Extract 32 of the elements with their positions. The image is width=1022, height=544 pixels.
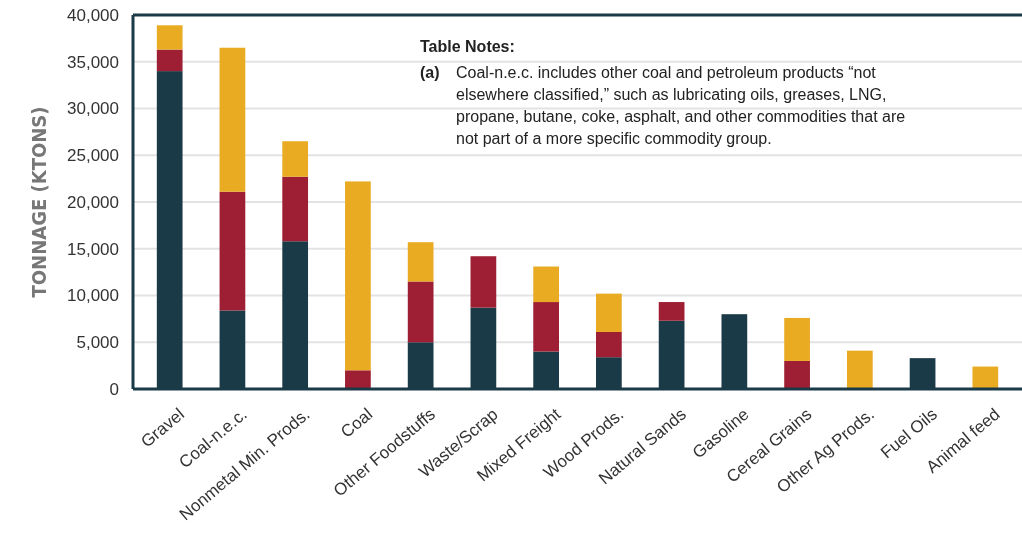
bar (658, 302, 685, 321)
y-tick-label: 5,000 (76, 333, 119, 353)
bar (470, 256, 497, 308)
bar (407, 242, 434, 282)
bar (156, 25, 183, 50)
y-tick-label: 30,000 (67, 99, 119, 119)
bar (345, 370, 371, 389)
y-tick-label: 25,000 (67, 146, 119, 166)
bar (784, 317, 810, 361)
bar (282, 176, 309, 242)
bar (407, 281, 434, 343)
annotation: (a) Coal-n.e.c. includes other coal and petroleum products “not elsewhere classified,” such as lubricating oils, greases, LNG, propane, butane, coke, asphalt, and other commodities that are not part of a more specific commodity group. (420, 64, 906, 147)
bar (345, 181, 371, 371)
bar (219, 47, 246, 192)
y-tick-label: 0 (109, 379, 119, 399)
y-tick-label: 40,000 (67, 5, 119, 25)
y-tick-label: 15,000 (67, 239, 119, 259)
y-tick-label: 20,000 (67, 192, 119, 212)
bar (846, 350, 873, 389)
bar (219, 191, 246, 311)
y-tick-label: 35,000 (67, 52, 119, 72)
bar (784, 360, 810, 389)
y-tick-label: 10,000 (67, 286, 119, 306)
bar (533, 266, 559, 303)
bar (596, 331, 622, 358)
bar (156, 49, 183, 72)
bar (596, 293, 622, 332)
bar (533, 302, 559, 352)
annotation: Table Notes: (420, 38, 515, 55)
y-axis-title: TONNAGE (KTONS) (27, 106, 51, 298)
bar (282, 141, 309, 177)
bar (972, 366, 999, 389)
